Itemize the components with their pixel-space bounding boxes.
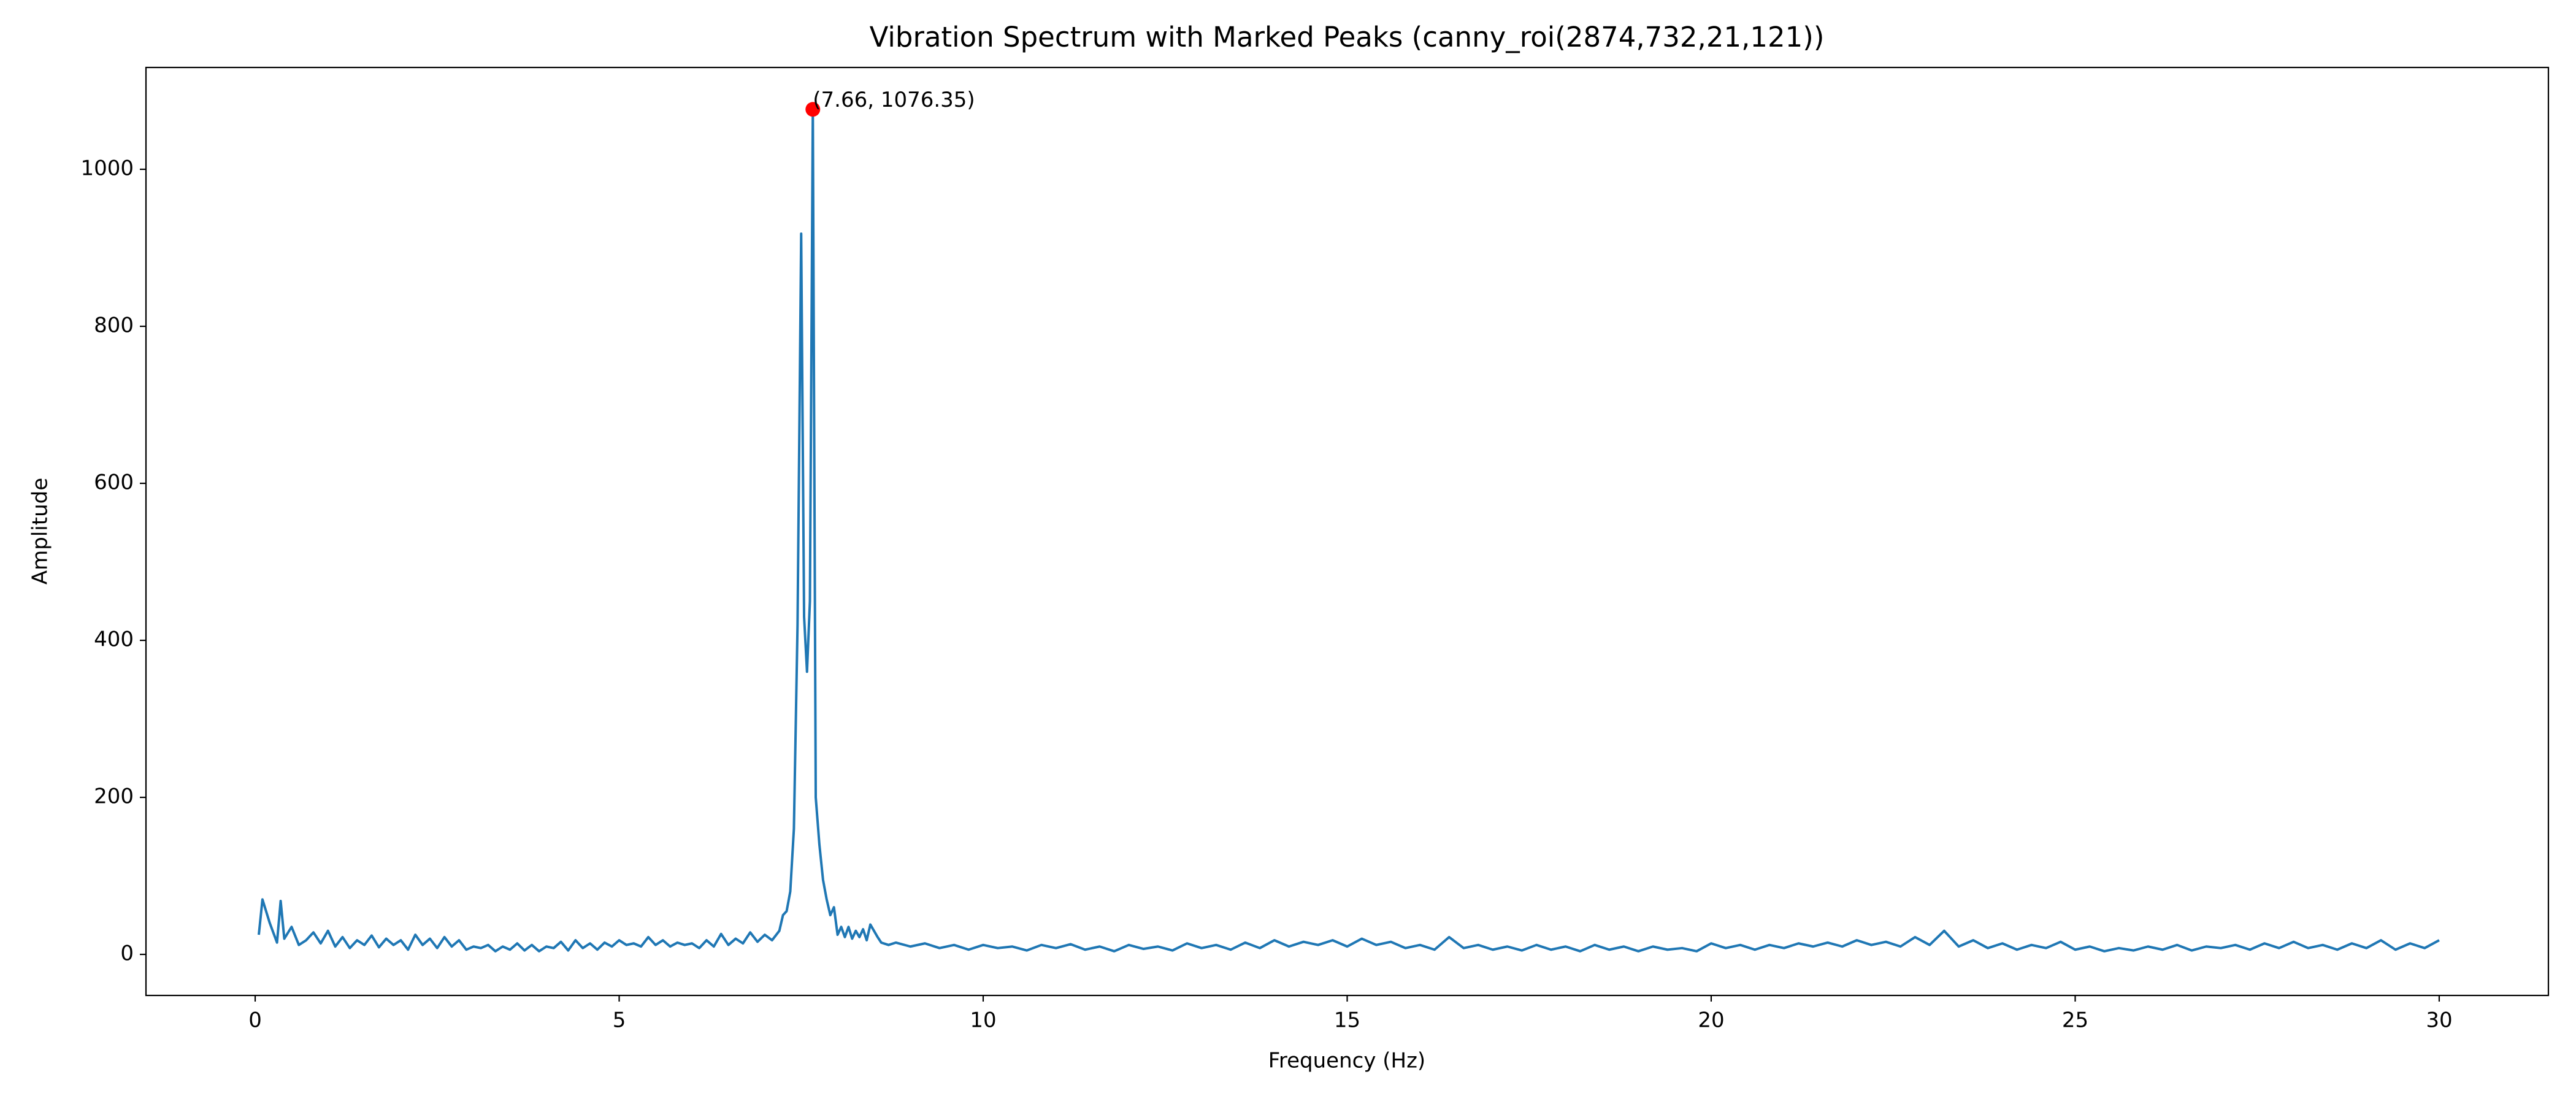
x-tick-label: 0 [248, 1008, 262, 1033]
peak-marker [805, 102, 821, 117]
y-tick-label: 200 [94, 784, 134, 809]
x-tick-label: 25 [2062, 1008, 2088, 1033]
chart-title: Vibration Spectrum with Marked Peaks (ca… [870, 21, 1825, 53]
x-tick-label: 10 [970, 1008, 996, 1033]
y-tick-label: 800 [94, 313, 134, 338]
plot-frame [145, 66, 2550, 997]
x-tick-label: 5 [613, 1008, 626, 1033]
y-tick-label: 1000 [80, 156, 134, 181]
y-tick-label: 0 [120, 941, 134, 966]
y-axis-label: Amplitude [28, 478, 53, 585]
x-tick-label: 30 [2426, 1008, 2452, 1033]
x-axis-label: Frequency (Hz) [1268, 1049, 1425, 1073]
x-tick-label: 20 [1698, 1008, 1724, 1033]
spectrum-line [257, 108, 2440, 953]
peak-label: (7.66, 1076.35) [813, 88, 975, 112]
x-tick-label: 15 [1334, 1008, 1360, 1033]
y-tick-label: 400 [94, 627, 134, 652]
y-tick-label: 600 [94, 470, 134, 495]
